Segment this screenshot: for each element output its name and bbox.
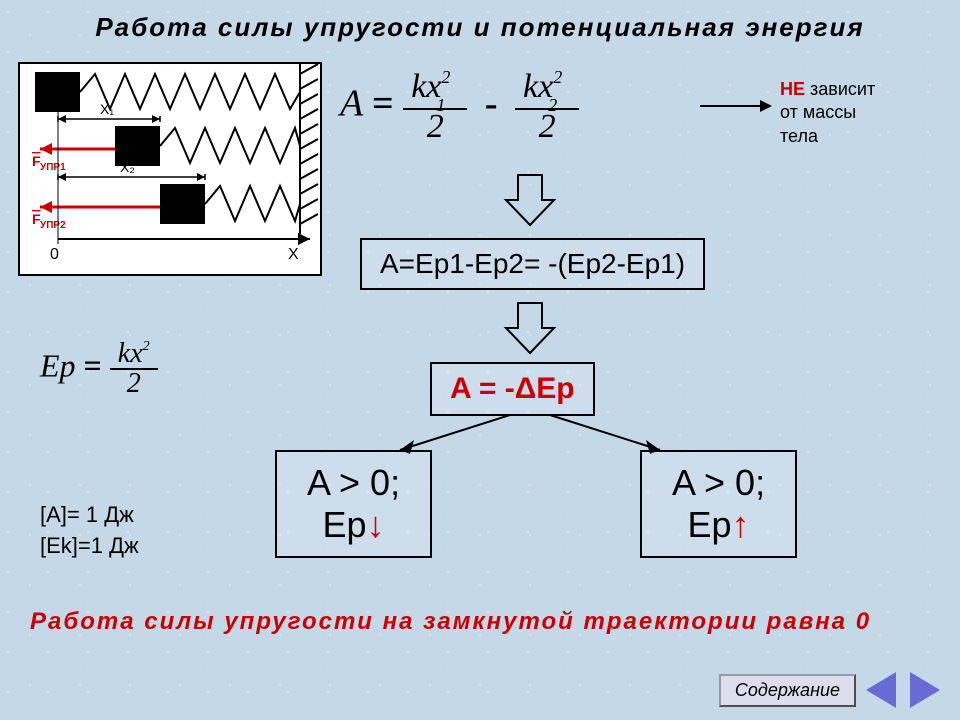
res-right-l1: A > 0;: [672, 462, 765, 504]
ne-word: HE: [780, 79, 805, 99]
next-button[interactable]: [910, 672, 940, 708]
eq1-text: A=Eр1-Eр2= -(Eр2-Eр1): [380, 248, 685, 279]
nav-bar: Содержание: [719, 672, 940, 708]
arrow-to-note: [700, 105, 770, 107]
red-eq-text: A = -ΔEр: [450, 372, 575, 405]
ep-formula: Ep = kx2 2: [40, 340, 158, 398]
ep-symbol: Ep: [40, 347, 76, 383]
res-left-l2: Eр: [323, 504, 367, 545]
spring-diagram: X₁ F УПР1 X₂ F УПР2 0 X: [18, 62, 322, 276]
svg-text:X: X: [288, 246, 299, 263]
result-box-left: A > 0; Eр↓: [275, 450, 432, 558]
down-arrow-icon: [500, 298, 560, 358]
down-small-arrow-icon: ↓: [367, 504, 385, 545]
delta-ep-box: A = -ΔEр: [430, 362, 595, 416]
contents-button[interactable]: Содержание: [719, 674, 856, 707]
note-line2: от массы: [780, 102, 856, 122]
work-formula: A = kx21 2 - kx22 2: [340, 70, 579, 144]
svg-text:X₂: X₂: [120, 159, 135, 175]
svg-text:УПР2: УПР2: [40, 220, 66, 231]
res-right-l2: Eр: [688, 504, 732, 545]
prev-button[interactable]: [866, 672, 896, 708]
svg-text:0: 0: [50, 246, 59, 263]
up-small-arrow-icon: ↑: [732, 504, 750, 545]
result-box-right: A > 0; Eр↑: [640, 450, 797, 558]
mass-note: HE зависит от массы тела: [780, 78, 875, 148]
page-title: Работа силы упругости и потенциальная эн…: [0, 12, 960, 43]
units-block: [A]= 1 Дж [Ek]=1 Дж: [40, 500, 139, 562]
energy-equation-box: A=Eр1-Eр2= -(Eр2-Eр1): [360, 238, 705, 290]
unit-Ek: [Ek]=1 Дж: [40, 531, 139, 562]
res-left-l1: A > 0;: [307, 462, 400, 504]
unit-A: [A]= 1 Дж: [40, 500, 139, 531]
down-arrow-icon: [500, 170, 560, 230]
symbol-A: A: [340, 83, 363, 125]
svg-text:УПР1: УПР1: [40, 162, 66, 173]
note-line1: зависит: [810, 79, 875, 99]
closed-path-statement: Работа силы упругости на замкнутой траек…: [30, 608, 871, 636]
note-line3: тела: [780, 126, 818, 146]
svg-text:X₁: X₁: [100, 101, 114, 117]
